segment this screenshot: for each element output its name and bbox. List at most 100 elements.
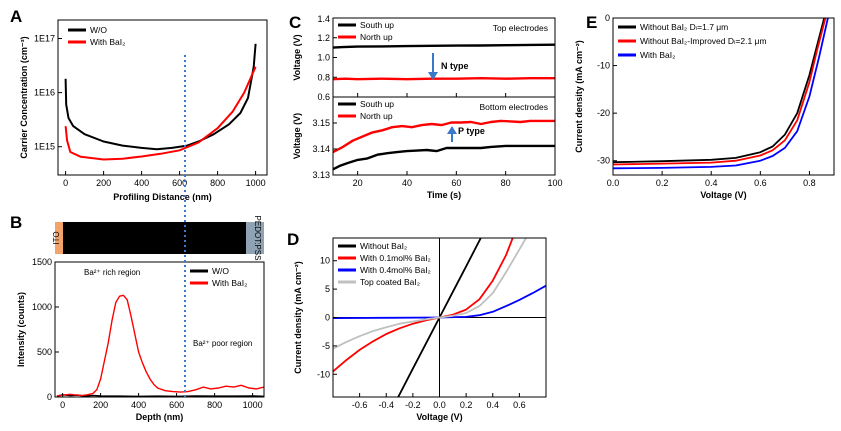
- panel-c2-x-tick-label: 40: [402, 178, 412, 188]
- panel-b-legend-0-label: W/O: [212, 266, 229, 276]
- panel-d-series-1: [333, 238, 514, 373]
- panel-a-series-0: [64, 43, 257, 151]
- panel-b-x-tick-label: 600: [169, 400, 184, 410]
- panel-b-x-tick-label: 800: [207, 400, 222, 410]
- panel-d-x-tick-label: -0.4: [378, 400, 394, 410]
- panel-d-x-tick-label: -0.6: [352, 400, 368, 410]
- panel-d-xlabel: Voltage (V): [416, 412, 462, 422]
- panel-label-c: C: [289, 13, 301, 32]
- panel-a-y-tick-label: 1E17: [34, 34, 55, 44]
- panel-c1-y-tick-label: 0.6: [317, 92, 330, 102]
- panel-e-series-2: [612, 17, 829, 170]
- panel-d-legend-2-label: With 0.4mol% BaI₂: [360, 265, 431, 275]
- panel-e-frame: [612, 17, 835, 176]
- panel-d-legend-3-label: Top coated BaI₂: [360, 277, 420, 287]
- panel-c1-legend-1-label: North up: [360, 32, 393, 42]
- panel-d-x-tick-label: 0.2: [460, 400, 473, 410]
- panel-e-y-tick-label: 0: [605, 13, 610, 23]
- panel-c1-y-tick-label: 0.8: [317, 72, 330, 82]
- panel-c2-y-tick-label: 3.14: [312, 144, 330, 154]
- panel-e-series-1: [612, 17, 827, 166]
- panel-label-d: D: [287, 230, 299, 249]
- panel-c1-ylabel: Voltage (V): [292, 34, 302, 80]
- panel-b-legend-1-label: With BaI₂: [212, 278, 247, 288]
- panel-e-x-tick-label: 0.0: [607, 178, 620, 188]
- n-type-arrowhead: [428, 72, 438, 80]
- panel-a-series-1: [64, 66, 257, 161]
- panel-d-x-tick-label: -0.2: [405, 400, 421, 410]
- panel-a-x-tick-label: 800: [210, 178, 225, 188]
- panel-b-y-tick-label: 0: [47, 392, 52, 402]
- panel-d-x-tick-label: 0.4: [486, 400, 499, 410]
- panel-d-y-tick-label: -10: [317, 369, 330, 379]
- panel-e-y-tick-label: -20: [597, 108, 610, 118]
- panel-e-x-tick-label: 0.4: [705, 178, 718, 188]
- panel-e-y-tick-label: -30: [597, 156, 610, 166]
- panel-c1-series-0: [332, 43, 556, 49]
- panel-c2-x-tick-label: 20: [353, 178, 363, 188]
- panel-e-ylabel: Current density (mA cm⁻²): [574, 40, 584, 152]
- panel-b-ylabel: Intensity (counts): [16, 292, 26, 367]
- n-type-label: N type: [441, 61, 469, 71]
- ito-layer-label: ITO: [52, 231, 61, 244]
- panel-d-y-tick-label: 10: [320, 256, 330, 266]
- panel-c2-y-tick-label: 3.15: [312, 118, 330, 128]
- panel-c2-legend-1-label: North up: [360, 111, 393, 121]
- panel-b-y-tick-label: 1500: [32, 257, 52, 267]
- panel-c2-x-tick-label: 80: [501, 178, 511, 188]
- panel-d-x-tick-label: 0.0: [433, 400, 446, 410]
- panel-a-x-tick-label: 200: [96, 178, 111, 188]
- panel-b-y-tick-label: 500: [37, 347, 52, 357]
- panel-a-xlabel: Profiling Distance (nm): [113, 192, 212, 202]
- panel-c2-frame: [332, 96, 556, 176]
- panel-c1-series-1: [332, 77, 555, 81]
- panel-label-e: E: [586, 13, 597, 32]
- panel-c2-x-tick-label: 60: [451, 178, 461, 188]
- panel-d-series-2: [333, 284, 546, 319]
- panel-c2-y-tick-label: 3.13: [312, 170, 330, 180]
- panel-b-x-tick-label: 0: [60, 400, 65, 410]
- panel-c-xlabel: Time (s): [427, 190, 461, 200]
- panel-e-legend-0-label: Without BaI₂ Dₗ=1.7 μm: [640, 22, 728, 32]
- panel-c1-legend-0-label: South up: [360, 20, 394, 30]
- pedot-layer: [246, 222, 264, 254]
- ito-layer: [55, 222, 63, 254]
- panel-b-x-tick-label: 400: [131, 400, 146, 410]
- panel-b-x-tick-label: 1000: [243, 400, 263, 410]
- p-type-label: P type: [458, 126, 485, 136]
- panel-a-ylabel: Carrier Concentration (cm⁻³): [19, 36, 29, 158]
- panel-a-y-tick-label: 1E15: [34, 142, 55, 152]
- panel-e-xlabel: Voltage (V): [700, 190, 746, 200]
- panel-d-y-tick-label: 5: [325, 284, 330, 294]
- panel-d-legend-1-label: With 0.1mol% BaI₂: [360, 253, 431, 263]
- panel-a-legend-0-label: W/O: [90, 25, 107, 35]
- pedot-layer-label: PEDOT:PSS: [253, 216, 262, 261]
- panel-e-x-tick-label: 0.2: [656, 178, 669, 188]
- panel-a-x-tick-label: 1000: [246, 178, 266, 188]
- panel-b-annotation-rich: Ba²⁺ rich region: [84, 268, 140, 277]
- panel-e-series-0: [612, 17, 826, 164]
- panel-c1-y-tick-label: 1.2: [317, 33, 330, 43]
- panel-d-series-3: [333, 238, 527, 350]
- panel-e-x-tick-label: 0.6: [754, 178, 767, 188]
- panel-label-b: B: [10, 213, 22, 232]
- panel-c1-y-tick-label: 1.4: [317, 14, 330, 24]
- perovskite-layer-label: Sn-Pb NBG perovskite: [117, 234, 198, 243]
- panel-b-frame: [54, 261, 265, 398]
- panel-c2-legend-0-label: South up: [360, 99, 394, 109]
- panel-d-ylabel: Current density (mA cm⁻²): [293, 261, 303, 373]
- panel-e-legend-2-label: With BaI₂: [640, 50, 675, 60]
- panel-c2-ylabel: Voltage (V): [292, 113, 302, 159]
- panel-b-xlabel: Depth (nm): [136, 412, 184, 422]
- p-type-arrowhead: [447, 126, 457, 134]
- panel-c2-x-tick-label: 100: [547, 178, 562, 188]
- panel-c1-y-tick-label: 1.0: [317, 53, 330, 63]
- panel-a-y-tick-label: 1E16: [34, 88, 55, 98]
- panel-c2-series-1: [332, 119, 555, 154]
- panel-e-legend-1-label: Without BaI₂-Improved Dₗ=2.1 μm: [640, 36, 767, 46]
- panel-a-legend-1-label: With BaI₂: [90, 37, 125, 47]
- panel-a-x-tick-label: 600: [172, 178, 187, 188]
- panel-b-y-tick-label: 1000: [32, 302, 52, 312]
- panel-a-x-tick-label: 0: [63, 178, 68, 188]
